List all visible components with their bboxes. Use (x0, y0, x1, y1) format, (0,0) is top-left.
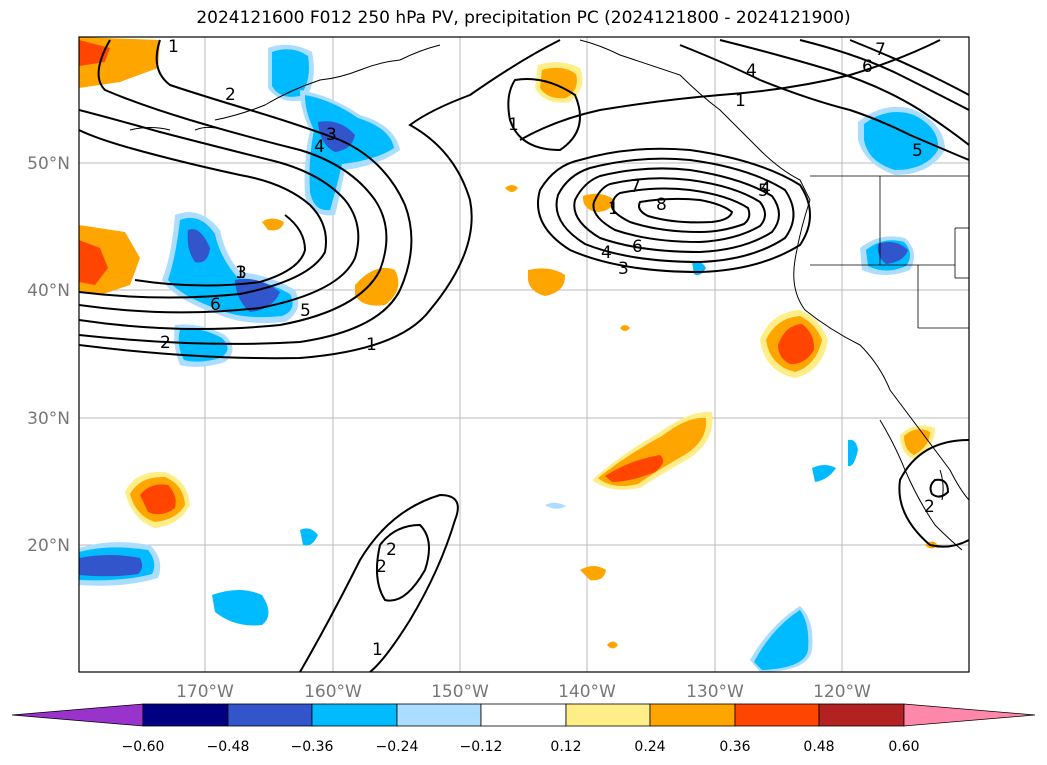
contour-label: 5 (758, 181, 769, 201)
contour-label: 6 (862, 57, 873, 77)
contour-label: 5 (300, 301, 311, 321)
colorbar-segment (227, 703, 313, 727)
contour-label: 1 (372, 640, 383, 660)
gridlines (79, 37, 969, 672)
lat-label-40n: 40°N (27, 281, 70, 301)
lon-labels: 170°W 160°W 150°W 140°W 130°W 120°W (176, 682, 871, 702)
colorbar-tick-label: −0.48 (207, 739, 250, 755)
lon-label-120w: 120°W (813, 682, 871, 702)
colorbar-segment (142, 703, 229, 727)
colorbar-segment (818, 703, 905, 727)
lon-label-130w: 130°W (686, 682, 744, 702)
lon-label-140w: 140°W (558, 682, 616, 702)
contour-label: 2 (386, 540, 397, 560)
map-title: 2024121600 F012 250 hPa PV, precipitatio… (196, 8, 851, 28)
contour-label: 5 (912, 141, 923, 161)
colorbar-tick-label: −0.36 (291, 739, 334, 755)
colorbar-segment (565, 703, 651, 727)
colorbar-tick-label: −0.12 (460, 739, 503, 755)
precip-positive (79, 37, 938, 649)
colorbar-segment-over (903, 703, 1036, 727)
colorbar-tick-label: 0.60 (888, 739, 919, 755)
contour-label: 7 (630, 177, 641, 197)
colorbar (11, 703, 1036, 727)
colorbar-segment (649, 703, 736, 727)
contour-label: 3 (236, 263, 247, 283)
coastlines (129, 39, 969, 551)
lon-label-170w: 170°W (176, 682, 234, 702)
colorbar-tick-label: −0.24 (376, 739, 419, 755)
map-area: 1 2 3 4 1 7 6 5 4 1 4 3 4 5 6 7 8 1 2 3 … (79, 37, 969, 672)
colorbar-tick-label: 0.48 (803, 739, 834, 755)
colorbar-tick-label: 0.12 (550, 739, 581, 755)
colorbar-tick-label: 0.36 (719, 739, 750, 755)
contour-label: 1 (366, 335, 377, 355)
contour-labels: 1 2 3 4 1 7 6 5 4 1 4 3 4 5 6 7 8 1 2 3 … (160, 37, 935, 660)
contour-label: 4 (746, 61, 757, 81)
contour-label: 1 (608, 199, 619, 219)
map-frame (78, 36, 970, 673)
lon-label-160w: 160°W (304, 682, 362, 702)
contour-label: 7 (875, 40, 886, 60)
contour-label: 8 (656, 195, 667, 215)
precip-negative (79, 44, 945, 672)
contour-label: 1 (168, 37, 179, 57)
contour-label: 1 (235, 263, 246, 283)
lon-label-150w: 150°W (431, 682, 489, 702)
contour-label: 4 (601, 243, 612, 263)
contour-label: 2 (225, 85, 236, 105)
lat-labels: 50°N 40°N 30°N 20°N (27, 154, 70, 556)
lat-label-30n: 30°N (27, 409, 70, 429)
contour-label: 4 (314, 137, 325, 157)
colorbar-segment (480, 703, 567, 727)
colorbar-segment (396, 703, 482, 727)
colorbar-segment (311, 703, 398, 727)
pv-contours (79, 39, 969, 672)
colorbar-tick-label: −0.60 (122, 739, 165, 755)
contour-label: 2 (376, 557, 387, 577)
contour-label: 4 (760, 179, 771, 199)
borders (810, 175, 969, 329)
contour-label: 3 (618, 259, 629, 279)
contour-label: 6 (210, 295, 221, 315)
colorbar-segment (734, 703, 820, 727)
contour-label: 3 (326, 125, 337, 145)
lat-label-20n: 20°N (27, 536, 70, 556)
contour-label: 6 (632, 237, 643, 257)
contour-label: 2 (160, 333, 171, 353)
contour-label: 1 (508, 115, 519, 135)
colorbar-segment-under (11, 703, 144, 727)
contour-label: 2 (924, 497, 935, 517)
lat-label-50n: 50°N (27, 154, 70, 174)
colorbar-tick-label: 0.24 (634, 739, 665, 755)
colorbar-ticks: −0.60 −0.48 −0.36 −0.24 −0.12 0.12 0.24 … (122, 739, 920, 755)
contour-label: 1 (735, 91, 746, 111)
